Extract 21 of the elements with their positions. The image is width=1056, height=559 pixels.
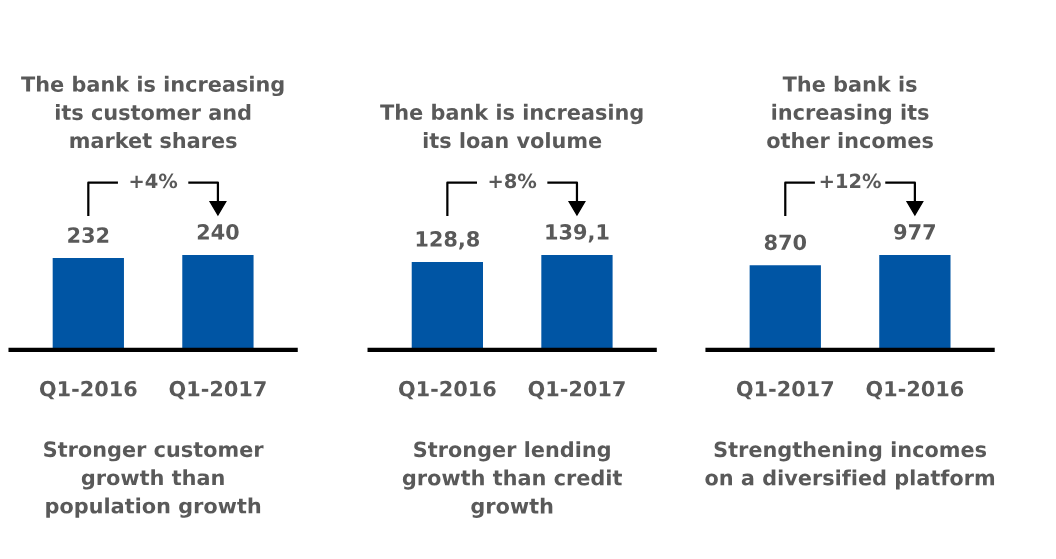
text: +8% [489, 173, 537, 189]
x-tick-label: Q1-2016 [866, 380, 964, 400]
x-tick-label: Q1-2016 [398, 380, 496, 400]
data-label: 977 [894, 224, 935, 240]
chart-title: The bank is increasing its customer and market shares [21, 75, 284, 149]
text: Stronger customer growth than population growth [44, 441, 264, 518]
text: Stronger lending growth than credit growth [402, 441, 622, 518]
x-tick-label: Q1-2017 [736, 380, 834, 400]
x-tick-label: Q1-2016 [39, 380, 137, 400]
x-tick-label: Q1-2017 [528, 380, 625, 400]
data-label: 139,1 [546, 224, 609, 243]
data-label: 128,8 [416, 231, 480, 250]
x-tick-label: Q1-2017 [169, 380, 266, 400]
chart-title: The bank is increasing its loan volume [380, 103, 643, 149]
text: +4% [130, 173, 178, 189]
data-label: 240 [197, 224, 239, 240]
text: +12% [820, 173, 881, 189]
data-label: 232 [68, 227, 109, 243]
text: Strengthening incomes on a diversified platform [705, 441, 995, 490]
chart-title: The bank is increasing its other incomes [767, 75, 933, 149]
data-label: 870 [764, 234, 807, 251]
